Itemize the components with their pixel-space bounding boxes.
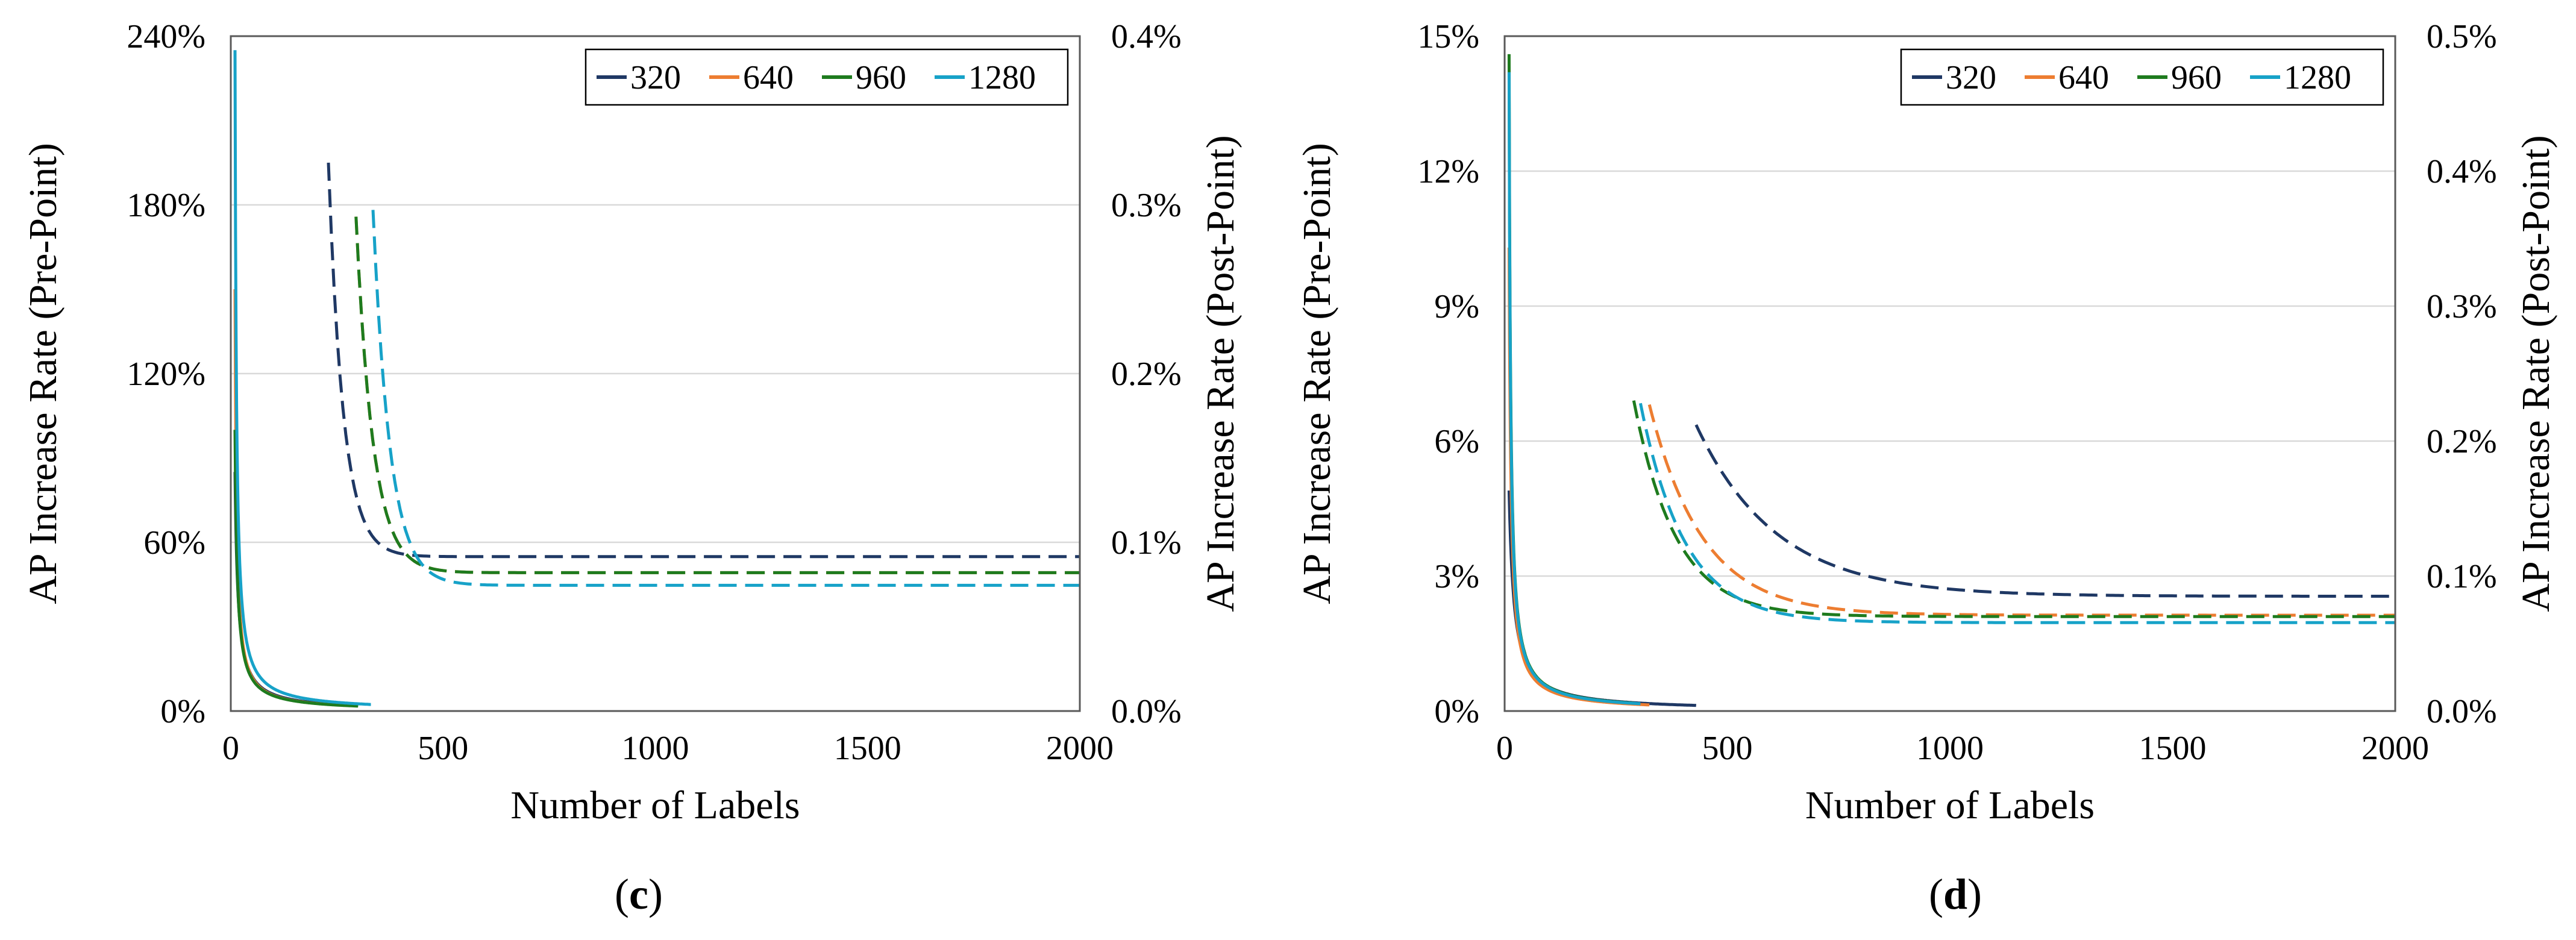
caption-close: )	[648, 870, 663, 918]
plot-frame	[230, 35, 1081, 712]
x-axis-title: Number of Labels	[510, 783, 800, 827]
series-640-post-point-line	[1647, 404, 2395, 617]
y-right-tick-label: 0.3%	[1111, 187, 1182, 224]
y-left-tick-label: 9%	[1434, 288, 1479, 325]
caption-open: (	[615, 870, 629, 918]
y-right-tick-label: 0.4%	[1111, 18, 1182, 55]
series-1280-post-point-line	[1638, 403, 2395, 624]
y-left-tick-label: 60%	[143, 524, 205, 562]
caption-open: (	[1929, 870, 1943, 918]
x-tick-label: 500	[1702, 730, 1753, 767]
caption-close: )	[1967, 870, 1982, 918]
y-left-tick-label: 6%	[1434, 423, 1479, 460]
x-tick-label: 1000	[1916, 730, 1984, 767]
y-right-tick-label: 0.2%	[2427, 423, 2497, 460]
series-lines	[233, 50, 1080, 708]
y-left-axis-title: AP Increase Rate (Pre-Point)	[1295, 143, 1339, 604]
legend: 320 640 960 1280	[584, 48, 1069, 106]
series-320-post-point-line	[1694, 424, 2395, 598]
x-tick-label: 2000	[2361, 730, 2429, 767]
y-left-tick-label: 180%	[127, 187, 205, 224]
series-1280-post-point-line	[371, 210, 1080, 587]
legend-label-640: 640	[743, 59, 794, 96]
legend-label-1280: 1280	[968, 59, 1036, 96]
legend-label-320: 320	[1946, 59, 1996, 96]
x-tick-label: 0	[1496, 730, 1513, 767]
y-right-tick-label: 0.1%	[2427, 558, 2497, 595]
y-left-tick-label: 240%	[127, 18, 205, 55]
plot-frame	[1503, 35, 2396, 712]
legend-label-960: 960	[856, 59, 906, 96]
chart-panel-d: 0% 3% 6% 9% 12% 15% 0.0% 0.1% 0.2% 0.3% 0.4% 0.5% 0 5…	[1295, 18, 2558, 918]
y-left-tick-label: 0%	[160, 693, 205, 730]
x-tick-label: 1500	[2139, 730, 2207, 767]
y-right-tick-label: 0.3%	[2427, 288, 2497, 325]
y-left-tick-label: 12%	[1417, 153, 1479, 190]
x-tick-label: 500	[418, 730, 468, 767]
x-tick-label: 2000	[1046, 730, 1114, 767]
y-left-axis-title: AP Increase Rate (Pre-Point)	[21, 143, 65, 604]
series-640-pre-point-line	[233, 289, 350, 707]
legend: 320 640 960 1280	[1900, 48, 2384, 106]
x-tick-label: 1500	[834, 730, 901, 767]
series-640-pre-point-line	[1507, 247, 1650, 707]
y-right-tick-label: 0.5%	[2427, 18, 2497, 55]
y-left-tick-label: 15%	[1417, 18, 1479, 55]
x-axis-title: Number of Labels	[1805, 783, 2095, 827]
series-1280-pre-point-line	[1507, 72, 1641, 706]
series-lines	[1507, 54, 2395, 707]
series-320-post-point-line	[327, 162, 1080, 559]
caption-letter: c	[629, 870, 648, 918]
y-right-axis-title: AP Increase Rate (Post-Point)	[2514, 135, 2558, 612]
legend-label-640: 640	[2058, 59, 2109, 96]
panel-caption: (c)	[615, 870, 663, 918]
y-right-tick-label: 0.2%	[1111, 356, 1182, 393]
series-1280-pre-point-line	[233, 50, 371, 706]
legend-label-960: 960	[2171, 59, 2222, 96]
series-960-post-point-line	[1632, 400, 2395, 618]
chart-panel-c: 0% 60% 120% 180% 240% 0.0% 0.1% 0.2% 0.3% 0.4% 0 50…	[21, 18, 1243, 918]
series-960-pre-point-line	[1507, 54, 1634, 705]
series-960-post-point-line	[354, 216, 1080, 574]
y-left-tick-label: 0%	[1434, 693, 1479, 730]
y-right-tick-label: 0.4%	[2427, 153, 2497, 190]
x-tick-label: 0	[222, 730, 239, 767]
series-320-pre-point-line	[1507, 490, 1697, 707]
y-left-tick-label: 120%	[127, 356, 205, 393]
series-960-pre-point-line	[233, 430, 359, 708]
legend-label-1280: 1280	[2284, 59, 2351, 96]
y-left-tick-label: 3%	[1434, 558, 1479, 595]
x-tick-label: 1000	[622, 730, 689, 767]
series-640-post-point-line	[354, 216, 1080, 574]
panel-caption: (d)	[1929, 870, 1982, 918]
y-right-axis-title: AP Increase Rate (Post-Point)	[1199, 135, 1243, 612]
y-right-tick-label: 0.0%	[2427, 693, 2497, 730]
y-right-tick-label: 0.0%	[1111, 693, 1182, 730]
y-right-tick-label: 0.1%	[1111, 524, 1182, 562]
legend-label-320: 320	[630, 59, 681, 96]
caption-letter: d	[1943, 870, 1967, 918]
